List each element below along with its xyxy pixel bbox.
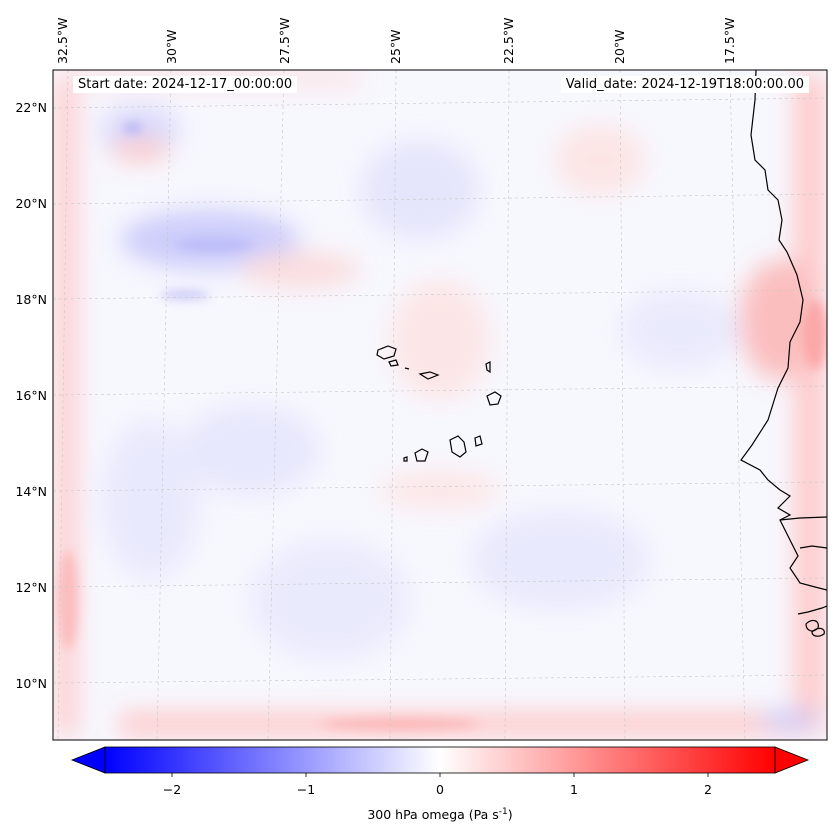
lon-label: 30°W — [164, 29, 179, 64]
lon-labels: 32.5°W 30°W 27.5°W 25°W 22.5°W 20°W 17.5… — [55, 18, 737, 64]
colorbar-extend-left — [70, 746, 106, 774]
colorbar-tick-label: 1 — [570, 782, 578, 797]
lon-label: 32.5°W — [55, 18, 70, 64]
lat-label: 18°N — [15, 292, 47, 307]
lon-label: 20°W — [612, 29, 627, 64]
lat-labels: 22°N 20°N 18°N 16°N 14°N 12°N 10°N — [15, 100, 47, 691]
lat-label: 10°N — [15, 676, 47, 691]
colorbar-tick-label: 2 — [704, 782, 712, 797]
colorbar-tick-label: −1 — [297, 782, 315, 797]
graticule — [53, 70, 827, 740]
plot-frame — [52, 69, 828, 741]
valid-date-label: Valid_date: 2024-12-19T18:00:00.00 — [560, 76, 809, 93]
colorbar-body — [104, 746, 776, 774]
omega-field — [53, 70, 827, 740]
start-date-label: Start date: 2024-12-17_00:00:00 — [73, 76, 298, 93]
colorbar-label: 300 hPa omega (Pa s-1) — [367, 807, 513, 823]
islands — [376, 345, 502, 462]
coastline — [740, 70, 827, 637]
colorbar-extend-right — [774, 746, 810, 774]
lat-label: 12°N — [15, 580, 47, 595]
lat-label: 22°N — [15, 100, 47, 115]
lat-label: 16°N — [15, 388, 47, 403]
variable-name: 300 hPa omega — [367, 807, 465, 823]
lon-label: 25°W — [388, 29, 403, 64]
lat-label: 20°N — [15, 196, 47, 211]
lon-label: 22.5°W — [501, 18, 516, 64]
colorbar: −2 −1 0 1 2 — [70, 746, 810, 797]
colorbar-tick-label: −2 — [163, 782, 181, 797]
units: Pa s — [473, 807, 499, 823]
colorbar-tick-label: 0 — [436, 782, 444, 797]
units-exponent: -1 — [498, 807, 508, 817]
lon-label: 27.5°W — [277, 18, 292, 64]
lon-label: 17.5°W — [722, 18, 737, 64]
lat-label: 14°N — [15, 484, 47, 499]
